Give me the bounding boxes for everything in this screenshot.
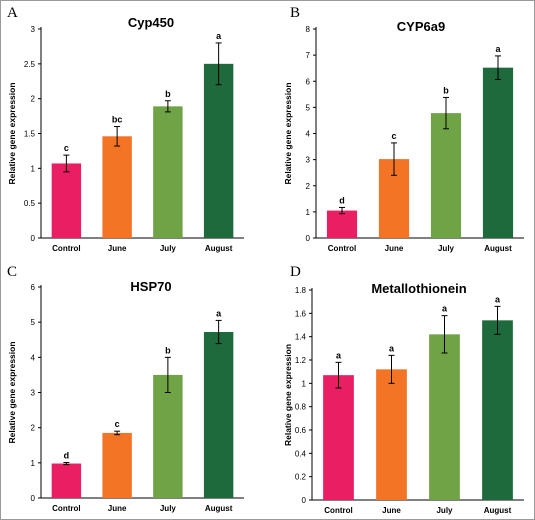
- panel-a-x-tick-label-july: July: [160, 244, 177, 253]
- panel-d-significance-control: a: [336, 350, 342, 360]
- panel-a-y-tick-label: 2.5: [24, 60, 36, 69]
- panel-c-significance-july: b: [165, 345, 171, 355]
- panel-c-title: HSP70: [130, 279, 171, 294]
- panel-d-y-tick-label: 0.8: [295, 403, 307, 412]
- panel-b-bar-august: [482, 67, 514, 238]
- panel-d-y-tick-label: 0: [302, 496, 307, 505]
- panel-c-y-tick-label: 3: [31, 389, 36, 398]
- panel-b-letter: B: [290, 5, 300, 21]
- panel-b-y-tick-label: 3: [306, 156, 311, 165]
- panel-c-x-tick-label-control: Control: [52, 504, 80, 513]
- panel-b-y-tick-label: 1: [306, 208, 311, 217]
- panel-c-bar-august: [203, 332, 234, 498]
- panel-b-y-tick-label: 2: [306, 182, 311, 191]
- panel-c-letter: C: [7, 264, 17, 280]
- panel-a-title: Cyp450: [128, 15, 174, 30]
- panel-d-x-tick-label-july: July: [436, 506, 453, 515]
- panel-b-significance-control: d: [339, 195, 345, 205]
- panel-a-y-axis-title: Relative gene expression: [7, 82, 17, 184]
- panel-a-bar-july: [153, 106, 183, 238]
- panel-b-y-tick-label: 7: [306, 51, 311, 60]
- panel-d-title: Metallothionein: [371, 281, 466, 296]
- panel-d-x-tick-label-june: June: [382, 506, 401, 515]
- panel-d-y-tick-label: 0.6: [295, 426, 307, 435]
- panel-a-x-tick-label-august: August: [205, 244, 233, 253]
- panel-a-significance-august: a: [216, 31, 222, 41]
- panel-b-x-tick-label-august: August: [484, 244, 512, 253]
- panel-a-x-tick-label-control: Control: [52, 244, 80, 253]
- panel-c-y-tick-label: 4: [31, 353, 36, 362]
- panel-b-title: CYP6a9: [397, 19, 445, 34]
- panel-b-bar-control: [326, 210, 358, 238]
- panel-a-y-tick-label: 0: [31, 234, 36, 243]
- panel-b-y-tick-label: 8: [306, 25, 311, 34]
- panel-d-x-tick-label-august: August: [484, 506, 512, 515]
- panel-a-y-tick-label: 2: [31, 95, 36, 104]
- panel-a-significance-control: c: [64, 143, 69, 153]
- panel-d-significance-july: a: [442, 304, 448, 314]
- panel-a-y-tick-label: 3: [31, 25, 36, 34]
- panel-b-y-tick-label: 5: [306, 103, 311, 112]
- panel-c-y-tick-label: 5: [31, 318, 36, 327]
- panel-c-y-axis-title: Relative gene expression: [7, 341, 17, 443]
- panel-c-x-tick-label-august: August: [205, 504, 233, 513]
- panel-c-x-tick-label-june: June: [108, 504, 127, 513]
- panel-a-significance-july: b: [165, 89, 171, 99]
- panel-c-bar-june: [102, 432, 132, 498]
- panel-d-significance-june: a: [389, 343, 395, 353]
- panel-d-bar-july: [429, 334, 460, 500]
- panel-a-x-tick-label-june: June: [108, 244, 127, 253]
- panel-b-significance-july: b: [443, 85, 449, 95]
- panel-d-y-tick-label: 1.8: [295, 286, 307, 295]
- panel-d-significance-august: a: [495, 294, 501, 304]
- panel-a-bar-control: [51, 163, 82, 238]
- panel-d-y-tick-label: 1.6: [295, 309, 307, 318]
- panel-b-significance-august: a: [495, 44, 501, 54]
- panel-b-y-tick-label: 6: [306, 77, 311, 86]
- panel-d-y-tick-label: 0.4: [295, 449, 307, 458]
- panel-b-y-tick-label: 4: [306, 130, 311, 139]
- panel-c-y-tick-label: 6: [31, 283, 36, 292]
- panel-b-y-tick-label: 0: [306, 234, 311, 243]
- panel-c-bar-control: [51, 463, 82, 498]
- panel-d-bar-august: [482, 320, 513, 500]
- panel-b-x-tick-label-june: June: [385, 244, 404, 253]
- panel-b-y-axis-title: Relative gene expression: [283, 82, 293, 184]
- panel-a-y-tick-label: 1: [31, 164, 36, 173]
- panel-c-significance-august: a: [216, 308, 222, 318]
- panel-d-bar-control: [323, 375, 354, 500]
- panel-c-y-tick-label: 2: [31, 424, 36, 433]
- panel-a-bar-june: [102, 136, 132, 238]
- panel-c-significance-control: d: [64, 450, 70, 460]
- panel-d-bar-june: [376, 369, 407, 500]
- panel-d-y-axis-title: Relative gene expression: [283, 344, 293, 446]
- panel-d-y-tick-label: 1.4: [295, 333, 307, 342]
- panel-a-y-tick-label: 0.5: [24, 199, 36, 208]
- panel-c-x-tick-label-july: July: [160, 504, 177, 513]
- panel-b-x-tick-label-july: July: [438, 244, 455, 253]
- panel-c-significance-june: c: [115, 419, 120, 429]
- panel-a-bar-august: [203, 63, 234, 239]
- panel-d-x-tick-label-control: Control: [324, 506, 352, 515]
- panel-b-significance-june: c: [391, 131, 396, 141]
- panel-c-y-tick-label: 0: [31, 494, 36, 503]
- panel-d-y-tick-label: 0.2: [295, 473, 307, 482]
- panel-d-y-tick-label: 1.2: [295, 356, 307, 365]
- panel-b-x-tick-label-control: Control: [328, 244, 356, 253]
- panel-b-bar-july: [430, 113, 462, 238]
- panel-a-y-tick-label: 1.5: [24, 130, 36, 139]
- panel-a-significance-june: bc: [112, 115, 123, 125]
- panel-c-bar-july: [153, 374, 183, 498]
- panel-d-y-tick-label: 1: [302, 379, 307, 388]
- panel-a-letter: A: [7, 5, 18, 21]
- panel-c-y-tick-label: 1: [31, 459, 36, 468]
- panel-d-letter: D: [290, 264, 301, 280]
